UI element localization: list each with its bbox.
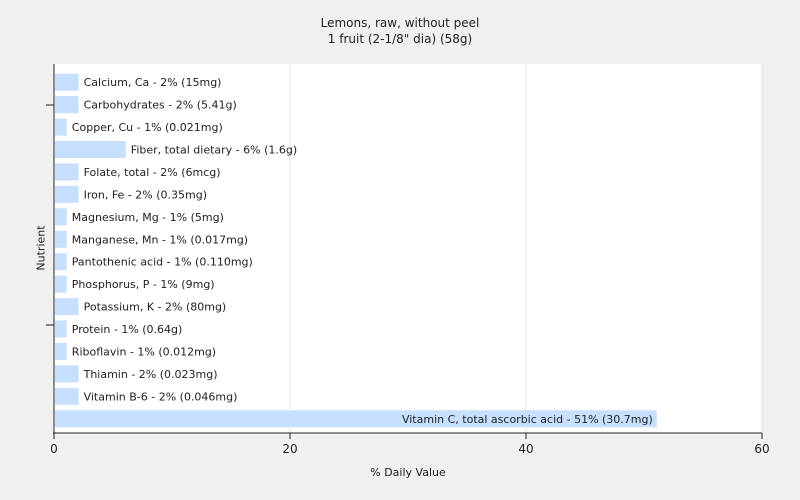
bar [55, 253, 67, 271]
bar [55, 320, 67, 338]
bar [55, 298, 79, 316]
bar-label: Potassium, K - 2% (80mg) [84, 301, 227, 314]
bar-label: Folate, total - 2% (6mcg) [84, 166, 221, 179]
bar-label: Pantothenic acid - 1% (0.110mg) [72, 256, 253, 269]
bar-label: Manganese, Mn - 1% (0.017mg) [72, 233, 248, 246]
chart-title: Lemons, raw, without peel [320, 16, 480, 30]
x-tick-label: 20 [282, 442, 297, 456]
x-axis-label: % Daily Value [370, 466, 446, 479]
x-tick-label: 40 [518, 442, 533, 456]
bar [55, 141, 126, 159]
bar [55, 387, 79, 405]
bar [55, 208, 67, 226]
plot-area [54, 64, 762, 433]
bar-label: Thiamin - 2% (0.023mg) [83, 368, 218, 381]
bar [55, 342, 67, 360]
bar [55, 365, 79, 383]
bar [55, 410, 657, 428]
bar [55, 118, 67, 136]
x-tick-label: 0 [50, 442, 58, 456]
bar-label: Iron, Fe - 2% (0.35mg) [84, 188, 207, 201]
bar [55, 163, 79, 181]
bar [55, 275, 67, 293]
bar [55, 185, 79, 203]
bar-label: Protein - 1% (0.64g) [72, 323, 183, 336]
bar-label: Copper, Cu - 1% (0.021mg) [72, 121, 223, 134]
bar [55, 230, 67, 248]
bar [55, 73, 79, 91]
bar-label: Riboflavin - 1% (0.012mg) [72, 345, 216, 358]
x-tick-label: 60 [754, 442, 769, 456]
bar-label: Calcium, Ca - 2% (15mg) [84, 76, 222, 89]
y-axis-label: Nutrient [34, 225, 48, 271]
bar-label: Fiber, total dietary - 6% (1.6g) [131, 144, 297, 157]
bar [55, 96, 79, 114]
bar-label: Carbohydrates - 2% (5.41g) [84, 99, 237, 112]
bar-label: Vitamin C, total ascorbic acid - 51% (30… [402, 413, 653, 426]
chart-subtitle: 1 fruit (2-1/8" dia) (58g) [327, 32, 473, 46]
bar-label: Magnesium, Mg - 1% (5mg) [72, 211, 224, 224]
bar-label: Vitamin B-6 - 2% (0.046mg) [84, 390, 238, 403]
bar-label: Phosphorus, P - 1% (9mg) [72, 278, 215, 291]
